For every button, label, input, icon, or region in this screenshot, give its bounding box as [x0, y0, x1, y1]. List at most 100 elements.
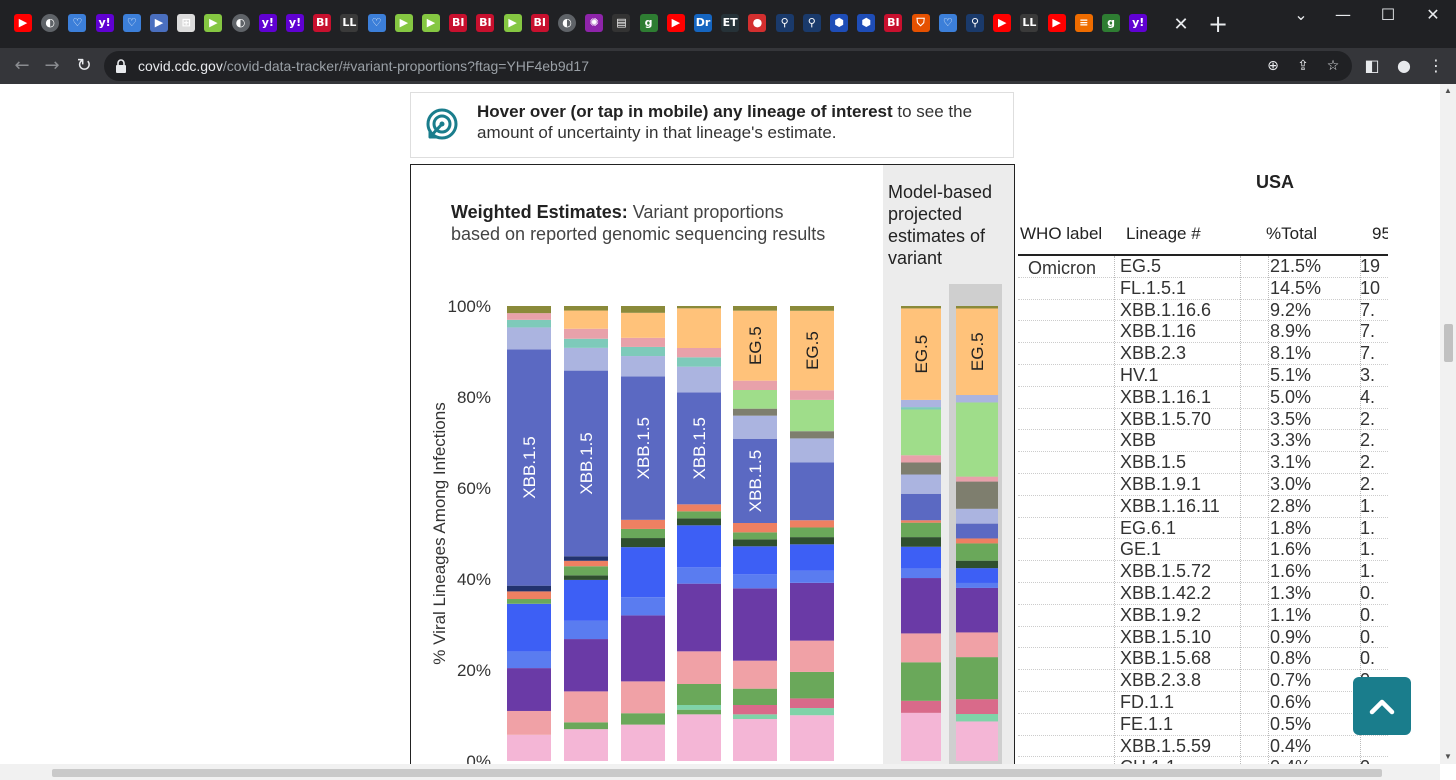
bar-segment[interactable] [790, 520, 834, 528]
table-row[interactable]: XBB.2.3.80.7%0. [1018, 670, 1388, 692]
table-row[interactable]: XBB.1.9.2 1.1% 0. [1018, 605, 1388, 627]
bar-segment[interactable] [564, 338, 608, 348]
bar-segment[interactable] [733, 532, 777, 540]
bar-segment[interactable] [507, 599, 551, 604]
profile-icon[interactable]: ● [1397, 56, 1411, 75]
bar-segment[interactable] [790, 399, 834, 432]
bar-segment[interactable] [621, 356, 665, 377]
minimize-button[interactable]: — [1335, 5, 1351, 24]
close-window-button[interactable]: ✕ [1426, 5, 1440, 24]
bar-segment[interactable] [956, 721, 998, 761]
cube-icon[interactable]: ⬢ [857, 14, 876, 32]
bar-segment[interactable] [790, 527, 834, 538]
bar-segment[interactable] [564, 579, 608, 621]
bar-segment[interactable] [677, 567, 721, 584]
bar-segment[interactable] [790, 671, 834, 699]
bar-segment[interactable] [790, 544, 834, 571]
bar-segment[interactable] [956, 699, 998, 715]
bar-segment[interactable] [677, 348, 721, 358]
back-button[interactable]: ← [14, 55, 30, 76]
ll-icon[interactable]: LL [1020, 14, 1039, 32]
vertical-scrollbar[interactable]: ▲ ▼ [1440, 84, 1456, 764]
bi-icon[interactable]: BI [530, 14, 549, 32]
rumble-icon[interactable]: ▶ [394, 14, 413, 32]
table-row[interactable]: CH.1.1 0.4% 0. [1018, 757, 1388, 764]
bar-segment[interactable] [621, 681, 665, 714]
bar-segment[interactable] [621, 615, 665, 682]
bar-segment[interactable] [507, 306, 551, 314]
heart-icon[interactable]: ♡ [68, 14, 87, 32]
rumble-icon[interactable]: ▶ [503, 14, 522, 32]
bar-segment[interactable] [677, 709, 721, 715]
heart-icon[interactable]: ♡ [938, 14, 957, 32]
bar-segment[interactable] [956, 306, 998, 309]
bar-segment[interactable] [507, 668, 551, 711]
bar-segment[interactable] [733, 574, 777, 589]
bar-segment[interactable] [507, 319, 551, 328]
bar-segment[interactable] [507, 710, 551, 735]
bar-segment[interactable] [733, 408, 777, 416]
bar-segment[interactable] [677, 651, 721, 684]
bar-segment[interactable] [901, 462, 941, 475]
bar-segment[interactable] [564, 620, 608, 640]
bar-segment[interactable] [956, 481, 998, 509]
bar-segment[interactable] [564, 347, 608, 371]
search-icon[interactable]: ⚲ [775, 14, 794, 32]
bar-segment[interactable] [621, 538, 665, 548]
g-icon[interactable]: g [1102, 14, 1120, 32]
bar-segment[interactable] [790, 537, 834, 545]
bar-segment[interactable] [956, 714, 998, 722]
bar-segment[interactable] [956, 476, 998, 482]
table-row[interactable]: XBB.1.9.1 3.0% 2. [1018, 474, 1388, 496]
bi-icon[interactable]: BI [884, 14, 903, 32]
bar-segment[interactable] [901, 522, 941, 538]
search-icon[interactable]: ⚲ [802, 14, 821, 32]
bar-segment[interactable] [790, 570, 834, 583]
table-row[interactable]: XBB.1.5.10 0.9% 0. [1018, 627, 1388, 649]
bar-segment[interactable] [901, 399, 941, 408]
bar-segment[interactable] [790, 431, 834, 439]
et-icon[interactable]: ET [721, 14, 740, 32]
bar-segment[interactable] [733, 660, 777, 689]
bar-segment[interactable] [901, 455, 941, 463]
vertical-scroll-thumb[interactable] [1444, 324, 1453, 362]
bi-icon[interactable]: BI [476, 14, 495, 32]
table-row[interactable]: XBB.1.16 8.9% 7. [1018, 321, 1388, 344]
bar-segment[interactable] [507, 327, 551, 350]
bar-segment[interactable] [677, 518, 721, 526]
bar-segment[interactable] [564, 306, 608, 311]
bar-segment[interactable] [677, 392, 721, 505]
bar-segment[interactable] [733, 415, 777, 439]
bar-segment[interactable] [790, 310, 834, 391]
bar-segment[interactable] [790, 715, 834, 761]
bar-segment[interactable] [677, 504, 721, 512]
bar-segment[interactable] [901, 474, 941, 494]
bar-segment[interactable] [956, 632, 998, 658]
bar-segment[interactable] [507, 603, 551, 652]
bar-segment[interactable] [621, 724, 665, 761]
table-row[interactable]: XBB.1.5.70 3.5% 2. [1018, 409, 1388, 431]
bar-segment[interactable] [733, 714, 777, 719]
bar-segment[interactable] [621, 346, 665, 357]
bar-segment[interactable] [564, 370, 608, 557]
bar-segment[interactable] [677, 714, 721, 761]
bar-segment[interactable] [956, 587, 998, 633]
yahoo-icon[interactable]: y! [1129, 14, 1148, 32]
table-row[interactable]: XBB.1.5.72 1.6% 1. [1018, 561, 1388, 583]
bar-segment[interactable] [677, 357, 721, 367]
horizontal-scroll-thumb[interactable] [52, 769, 1382, 777]
bar-segment[interactable] [901, 700, 941, 713]
bar-segment[interactable] [956, 523, 998, 539]
table-row[interactable]: XBB.2.3 8.1% 7. [1018, 343, 1388, 365]
globe-icon[interactable]: ◐ [231, 14, 250, 32]
bar-segment[interactable] [901, 493, 941, 521]
bar-segment[interactable] [733, 688, 777, 705]
bar-segment[interactable] [733, 539, 777, 547]
bar-segment[interactable] [790, 306, 834, 311]
bar-segment[interactable] [621, 547, 665, 598]
search-icon[interactable]: ⚲ [966, 14, 984, 32]
bar-segment[interactable] [956, 568, 998, 583]
bar-segment[interactable] [901, 409, 941, 456]
bar-segment[interactable] [733, 306, 777, 311]
bar-segment[interactable] [790, 582, 834, 641]
